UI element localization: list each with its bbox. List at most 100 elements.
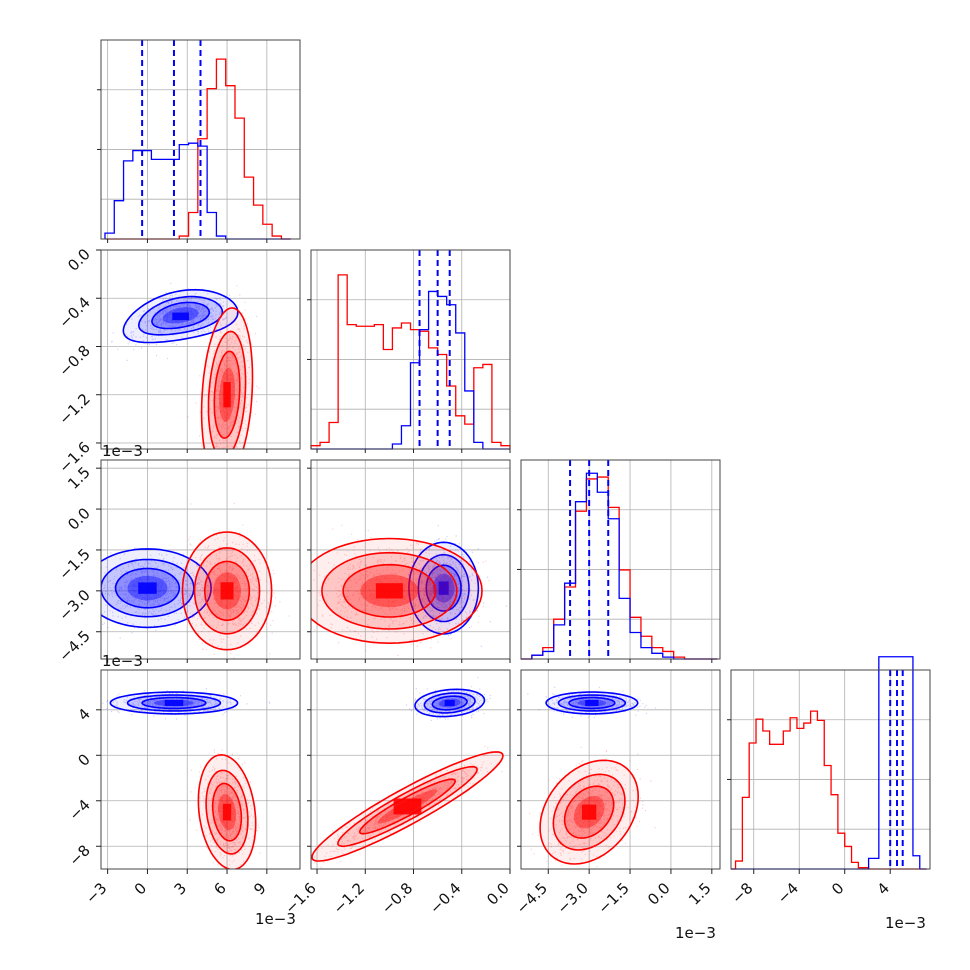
x-tick-label-0-4: 9 (250, 879, 269, 898)
frame (100, 669, 301, 870)
panel-content (311, 524, 507, 657)
y-tick-label-3-0: −8 (65, 841, 93, 869)
frame (520, 669, 721, 870)
contour-line-0 (122, 288, 239, 344)
x-tick-label-0-3: 6 (210, 879, 229, 898)
y-tick-label-3-2: 0 (74, 750, 93, 769)
x-tick-label-3-3: 4 (874, 879, 893, 898)
contour-line-0 (197, 753, 257, 869)
density-peak (220, 582, 234, 600)
contour-line-2 (563, 785, 615, 839)
y-tick-label-3-1: −4 (65, 796, 93, 824)
frame (730, 669, 931, 870)
hist-panel-2 (520, 459, 721, 660)
hist-red-1 (310, 274, 511, 449)
contour-line-0 (181, 531, 273, 651)
contour-line-1 (205, 769, 249, 855)
contour-line-1 (321, 551, 458, 630)
density-peak (438, 581, 449, 595)
x-tick-label-2-1: −3.0 (553, 879, 591, 917)
panel-2-3 (520, 669, 721, 870)
x-tick-label-3-2: 0 (828, 879, 847, 898)
frame (310, 459, 511, 660)
multiplier-col0: 1e−3 (255, 910, 296, 928)
scatter-points (403, 525, 507, 647)
y-tick-label-1-2: −0.8 (55, 342, 93, 380)
density-peak (393, 798, 422, 815)
x-tick-label-0-0: −3 (82, 879, 110, 907)
x-tick-label-0-1: 0 (131, 879, 150, 898)
frame (310, 669, 511, 870)
density-peak (172, 312, 189, 321)
x-tick-label-1-4: 0.0 (483, 879, 513, 909)
panel-0-2 (100, 459, 301, 660)
x-tick-label-3-0: −8 (728, 879, 756, 907)
contour-line-0 (109, 691, 239, 715)
contour-line-1 (137, 295, 224, 336)
x-tick-label-1-2: −0.8 (378, 879, 416, 917)
scatter-points (102, 688, 271, 720)
hist-blue-1 (311, 290, 510, 450)
contour-line-1 (557, 694, 627, 712)
frame (100, 249, 301, 450)
multiplier-col3: 1e−3 (885, 914, 926, 932)
x-tick-label-1-1: −1.2 (330, 879, 368, 917)
contour-line-2 (342, 563, 437, 618)
contour-line-0 (200, 307, 254, 449)
y-tick-label-2-0: −4.5 (55, 627, 93, 665)
frame (100, 459, 301, 660)
contour-line-1 (336, 765, 478, 848)
panel-content (311, 676, 504, 869)
hist-panel-3 (730, 656, 931, 870)
density-peak (444, 699, 455, 706)
contour-line-2 (213, 350, 241, 439)
y-tick-label-1-1: −1.2 (55, 390, 93, 428)
panel-content (102, 688, 271, 869)
density-peak (375, 583, 403, 599)
panel-content (527, 686, 657, 869)
contour-line-0 (311, 751, 504, 862)
y-tick-label-2-1: −3.0 (55, 586, 93, 624)
density-peak (138, 582, 157, 594)
hist-panel-0 (100, 39, 301, 240)
y-tick-label-2-2: −1.5 (55, 545, 93, 583)
multiplier-col2: 1e−3 (675, 924, 716, 942)
frame (310, 249, 511, 450)
contour-line-2 (151, 301, 211, 330)
contour-line-1 (417, 553, 470, 623)
y-tick-label-2-3: 0.0 (64, 504, 94, 534)
contour-line-0 (539, 759, 640, 865)
contour-line-1 (423, 692, 476, 714)
y-tick-label-1-4: 0.0 (64, 245, 94, 275)
contour-line-2 (141, 696, 207, 710)
contour-line-2 (203, 560, 251, 622)
density-peak (222, 803, 232, 821)
x-tick-label-2-3: 0.0 (644, 879, 674, 909)
panel-0-3 (100, 669, 301, 870)
panel-content (111, 282, 260, 449)
panel-content (101, 502, 290, 659)
contour-line-2 (568, 696, 616, 710)
scatter-points (405, 676, 491, 721)
contour-line-0 (408, 541, 480, 635)
y-tick-label-3-3: 4 (74, 705, 93, 724)
contour-line-0 (101, 548, 212, 629)
contour-line-1 (207, 330, 247, 449)
hist-blue-2 (521, 472, 718, 660)
contour-line-0 (311, 537, 483, 645)
x-tick-label-3-1: −4 (774, 879, 802, 907)
contour-line-0 (414, 688, 486, 718)
x-tick-label-2-0: −4.5 (513, 879, 551, 917)
contour-line-2 (358, 778, 457, 835)
multiplier-row2: 1e−3 (102, 652, 143, 670)
density-peak (585, 699, 599, 706)
contour-line-2 (114, 567, 181, 609)
x-tick-label-1-3: −0.4 (426, 879, 464, 917)
density-peak (164, 699, 184, 706)
multiplier-row1: 1e−3 (102, 442, 143, 460)
contour-line-0 (545, 691, 639, 715)
contour-line-1 (552, 773, 626, 851)
x-tick-label-2-2: −1.5 (594, 879, 632, 917)
x-tick-label-2-4: 1.5 (685, 879, 715, 909)
panel-1-2 (310, 459, 511, 660)
